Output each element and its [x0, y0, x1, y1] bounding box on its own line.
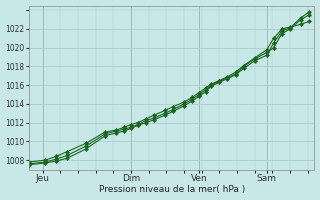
X-axis label: Pression niveau de la mer( hPa ): Pression niveau de la mer( hPa )	[99, 185, 245, 194]
